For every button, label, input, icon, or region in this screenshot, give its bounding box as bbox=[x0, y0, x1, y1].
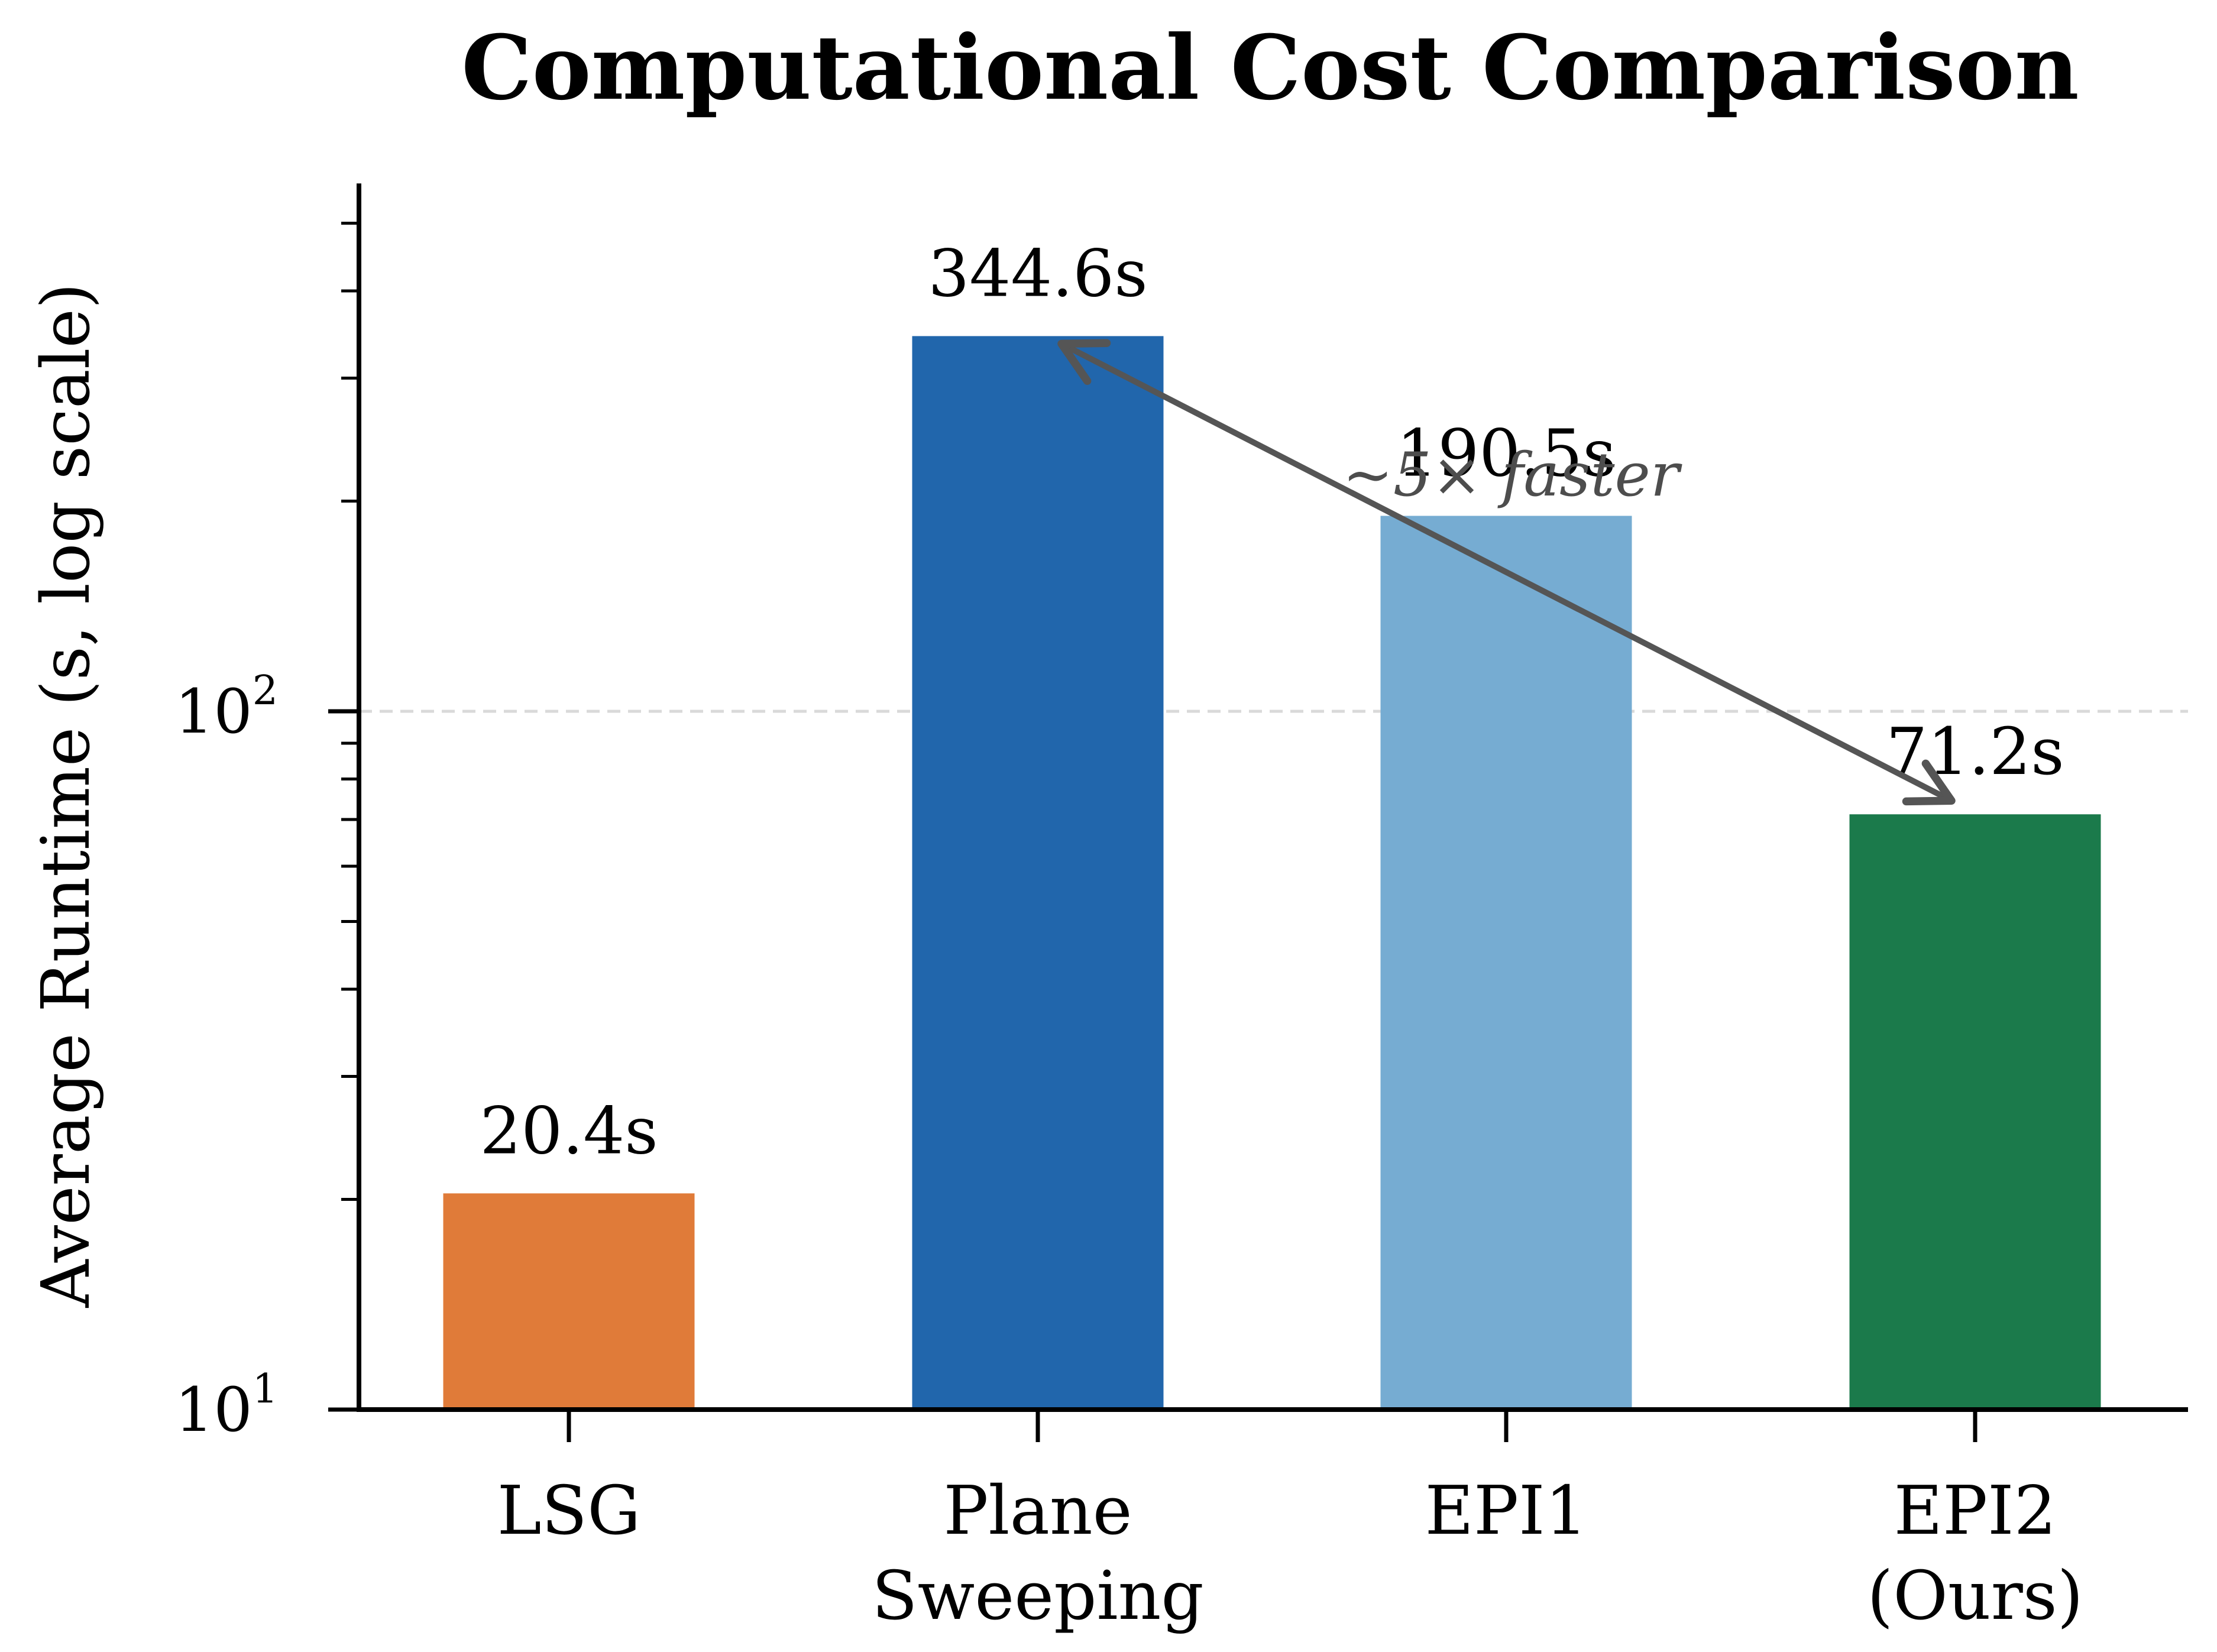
y-tick-label-1: 102 bbox=[175, 668, 278, 747]
bar-2 bbox=[1380, 516, 1632, 1410]
y-tick-label-0: 101 bbox=[175, 1366, 278, 1446]
data-label-0: 20.4s bbox=[480, 1093, 658, 1168]
axes-layer bbox=[328, 183, 2188, 1442]
chart-title: Computational Cost Comparison bbox=[461, 16, 2079, 120]
annotation-arrow bbox=[1057, 339, 1956, 806]
annotation-layer: ~5× faster bbox=[1057, 339, 1956, 806]
bar-1 bbox=[912, 336, 1164, 1410]
bar-0 bbox=[443, 1193, 695, 1410]
data-label-1: 344.6s bbox=[928, 235, 1147, 311]
bars-layer bbox=[443, 336, 2101, 1410]
bar-3 bbox=[1849, 814, 2101, 1410]
x-tick-label-3: EPI2 (Ours) bbox=[1867, 1472, 2083, 1635]
x-tick-label-0: LSG bbox=[497, 1472, 641, 1550]
x-tick-label-1: Plane Sweeping bbox=[872, 1472, 1203, 1635]
x-tick-label-2: EPI1 bbox=[1425, 1472, 1587, 1550]
y-axis-label: Average Runtime (s, log scale) bbox=[28, 283, 105, 1308]
annotation-label: ~5× faster bbox=[1342, 440, 1682, 510]
